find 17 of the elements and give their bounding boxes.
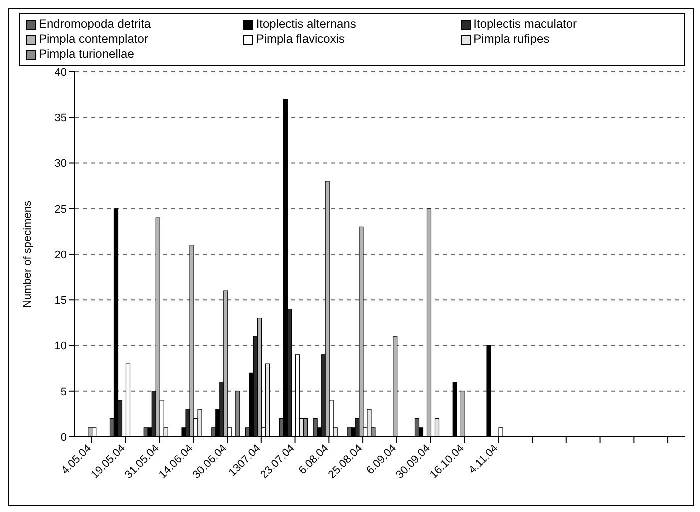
y-tick-label: 10 bbox=[54, 340, 67, 353]
legend-label: Pimpla rufipes bbox=[474, 32, 550, 47]
y-tick-label: 30 bbox=[54, 158, 67, 170]
y-tick-label: 35 bbox=[54, 112, 67, 125]
legend-label: Pimpla turionellae bbox=[39, 47, 134, 62]
y-tick-label: 20 bbox=[54, 249, 67, 262]
legend-label: Pimpla flavicoxis bbox=[256, 32, 346, 47]
legend-label: Itoplectis alternans bbox=[256, 17, 356, 32]
y-tick-label: 5 bbox=[60, 386, 67, 398]
y-tick-label: 40 bbox=[54, 66, 67, 79]
y-tick-label: 15 bbox=[54, 295, 67, 308]
y-tick-label: 0 bbox=[60, 432, 67, 444]
legend-label: Pimpla contemplator bbox=[39, 32, 148, 47]
y-axis-title: Number of specimens bbox=[22, 200, 34, 308]
legend-label: Itoplectis maculator bbox=[474, 17, 578, 32]
legend-label: Endromopoda detrita bbox=[39, 17, 152, 32]
y-tick-label: 25 bbox=[54, 204, 67, 216]
